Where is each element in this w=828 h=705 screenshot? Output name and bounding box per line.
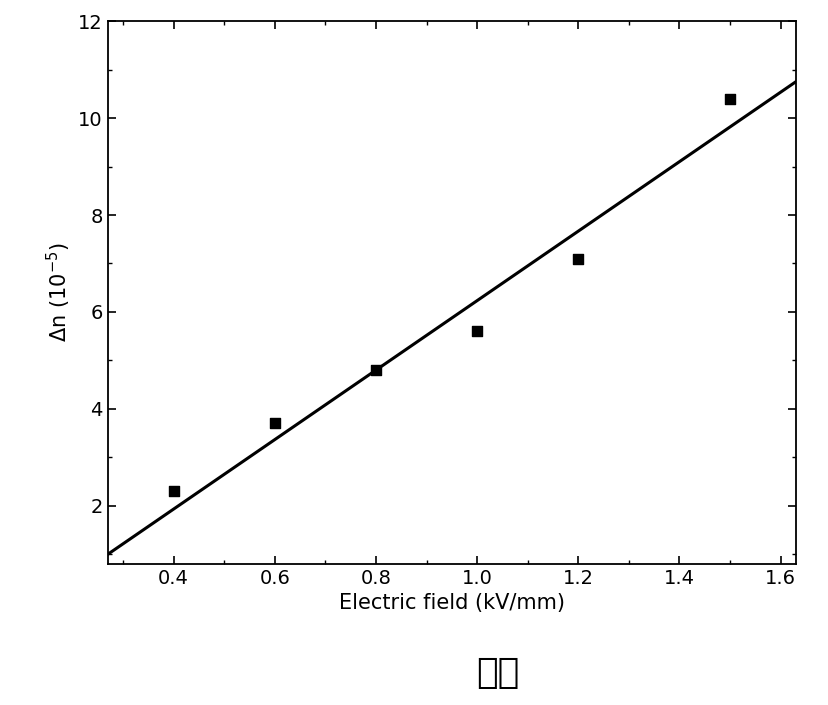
Text: 电场: 电场 [475, 656, 518, 690]
Y-axis label: $\Delta$n (10$^{-5}$): $\Delta$n (10$^{-5}$) [45, 243, 73, 343]
Point [267, 418, 281, 429]
Point [470, 326, 484, 337]
Point [571, 253, 585, 264]
Point [368, 364, 382, 376]
X-axis label: Electric field (kV/mm): Electric field (kV/mm) [339, 594, 564, 613]
Point [166, 486, 180, 497]
Point [723, 93, 736, 104]
